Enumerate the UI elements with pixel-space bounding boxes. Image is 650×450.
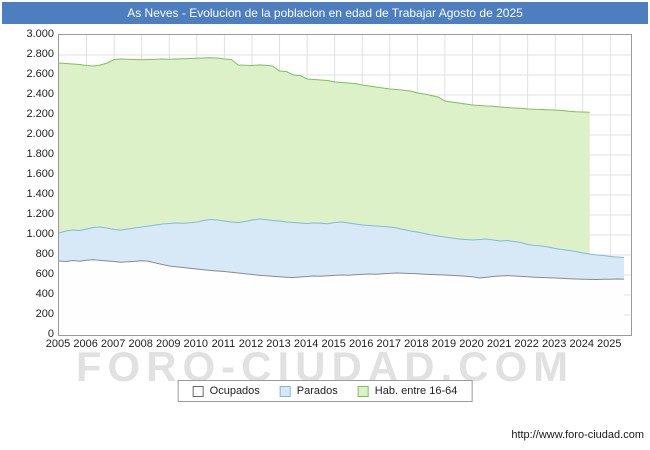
legend-item: Ocupados <box>192 385 260 397</box>
y-tick-label: 2.000 <box>26 128 54 140</box>
y-tick-label: 0 <box>47 328 54 340</box>
x-axis-labels: 2005 2006 2007 2008 2009 2010 2011 2012 2013 2014… <box>46 338 632 352</box>
legend-label: Hab. entre 16-64 <box>374 385 458 397</box>
legend: Ocupados Parados Hab. entre 16-64 <box>177 380 473 402</box>
x-tick-label: 2007 <box>100 338 126 350</box>
x-tick-label: 2016 <box>348 338 374 350</box>
y-axis-labels: 3.000 2.800 2.600 2.400 2.200 2.000 1.800 1.600… <box>0 26 54 366</box>
legend-swatch-icon <box>192 385 204 397</box>
x-tick-label: 2024 <box>569 338 595 350</box>
x-tick-label: 2006 <box>73 338 98 350</box>
series-ocupados <box>58 259 625 335</box>
x-tick-label: 2005 <box>45 338 71 350</box>
x-tick-label: 2014 <box>293 338 319 350</box>
x-tick-label: 2008 <box>128 338 153 350</box>
x-tick-label: 2009 <box>156 338 181 350</box>
chart-title-bar: As Neves - Evolucion de la poblacion en … <box>2 2 648 24</box>
x-tick-label: 2023 <box>541 338 567 350</box>
y-tick-label: 400 <box>35 288 54 300</box>
y-tick-label: 1.200 <box>26 208 54 220</box>
y-tick-label: 1.800 <box>26 148 54 160</box>
y-tick-label: 1.600 <box>26 168 54 180</box>
y-tick-label: 200 <box>35 308 54 320</box>
y-tick-label: 1.400 <box>26 188 54 200</box>
legend-swatch-icon <box>357 385 369 397</box>
y-tick-label: 2.800 <box>26 48 54 60</box>
x-tick-label: 2015 <box>321 338 346 350</box>
x-tick-label: 2020 <box>459 338 484 350</box>
population-chart: 3.000 2.800 2.600 2.400 2.200 2.000 1.800 1.600… <box>0 26 650 366</box>
legend-label: Parados <box>296 385 338 397</box>
legend-label: Ocupados <box>209 385 260 397</box>
y-tick-label: 2.200 <box>26 108 54 120</box>
chart-title: As Neves - Evolucion de la poblacion en … <box>127 6 523 20</box>
x-tick-label: 2025 <box>597 338 622 350</box>
x-tick-label: 2019 <box>431 338 457 350</box>
y-tick-label: 2.600 <box>26 68 54 80</box>
y-tick-label: 800 <box>35 248 54 260</box>
y-tick-label: 600 <box>35 268 54 280</box>
y-tick-label: 3.000 <box>26 28 54 40</box>
x-tick-label: 2022 <box>514 338 539 350</box>
chart-svg <box>58 35 631 336</box>
x-tick-label: 2011 <box>211 338 236 350</box>
footer-url[interactable]: http://www.foro-ciudad.com <box>511 429 644 441</box>
legend-swatch-icon <box>279 385 291 397</box>
x-tick-label: 2013 <box>266 338 291 350</box>
y-tick-label: 2.400 <box>26 88 54 100</box>
legend-item: Hab. entre 16-64 <box>357 385 458 397</box>
x-tick-label: 2017 <box>376 338 402 350</box>
x-tick-label: 2018 <box>404 338 429 350</box>
y-tick-label: 1.000 <box>26 228 54 240</box>
x-tick-label: 2010 <box>183 338 209 350</box>
x-tick-label: 2021 <box>486 338 512 350</box>
x-tick-label: 2012 <box>238 338 264 350</box>
plot-area <box>58 34 632 336</box>
legend-item: Parados <box>279 385 338 397</box>
